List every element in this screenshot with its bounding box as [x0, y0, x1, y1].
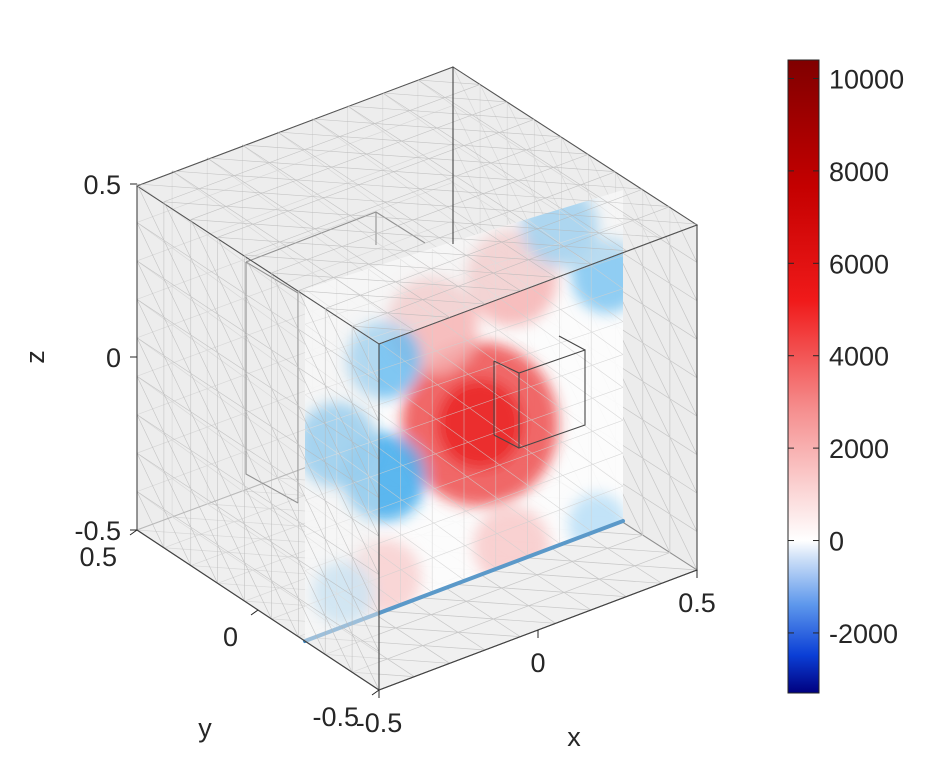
z-axis-label: z: [20, 350, 50, 364]
z-tick-label: 0: [106, 343, 121, 373]
colorbar-tick-label: 8000: [829, 157, 889, 187]
colorbar-tick-label: 6000: [829, 249, 889, 279]
field-blob-core: [436, 378, 523, 470]
x-tick-label: 0: [530, 648, 545, 678]
colorbar-ticks: -2000 0 2000 4000 6000 8000 10000: [788, 64, 904, 649]
y-tick-mark: [250, 609, 259, 616]
x-tick-label: -0.5: [356, 708, 403, 738]
colorbar-bar: [787, 59, 820, 694]
colorbar-tick-label: 10000: [829, 64, 904, 94]
cube-front-faces: [135, 66, 699, 691]
z-axis-ticks: -0.5 0 0.5: [74, 170, 137, 546]
y-tick-label: 0: [223, 622, 238, 652]
colorbar: -2000 0 2000 4000 6000 8000 10000: [787, 59, 904, 694]
y-axis-label: y: [198, 713, 212, 743]
z-tick-label: -0.5: [74, 516, 121, 546]
x-axis-label: x: [567, 722, 581, 752]
colorbar-tick-label: 4000: [829, 342, 889, 372]
z-tick-label: 0.5: [83, 170, 121, 200]
inner-box-right: [493, 335, 586, 449]
y-tick-label: 0.5: [79, 542, 117, 572]
y-axis: -0.5 0 0.5 y: [79, 529, 380, 743]
colorbar-tick-label: 0: [829, 527, 844, 557]
x-axis-ticks: -0.5 0 0.5: [356, 570, 716, 738]
y-tick-mark: [371, 689, 380, 696]
y-tick-label: -0.5: [312, 702, 359, 732]
z-axis: -0.5 0 0.5 z: [20, 170, 137, 546]
x-axis: -0.5 0 0.5 x: [356, 570, 716, 752]
mesh-lines-front: [136, 79, 698, 691]
colorbar-tick-label: 2000: [829, 434, 889, 464]
colorbar-tick-label: -2000: [829, 619, 898, 649]
y-axis-ticks: -0.5 0 0.5: [79, 529, 380, 732]
y-tick-mark: [129, 529, 138, 536]
x-tick-label: 0.5: [678, 588, 716, 618]
